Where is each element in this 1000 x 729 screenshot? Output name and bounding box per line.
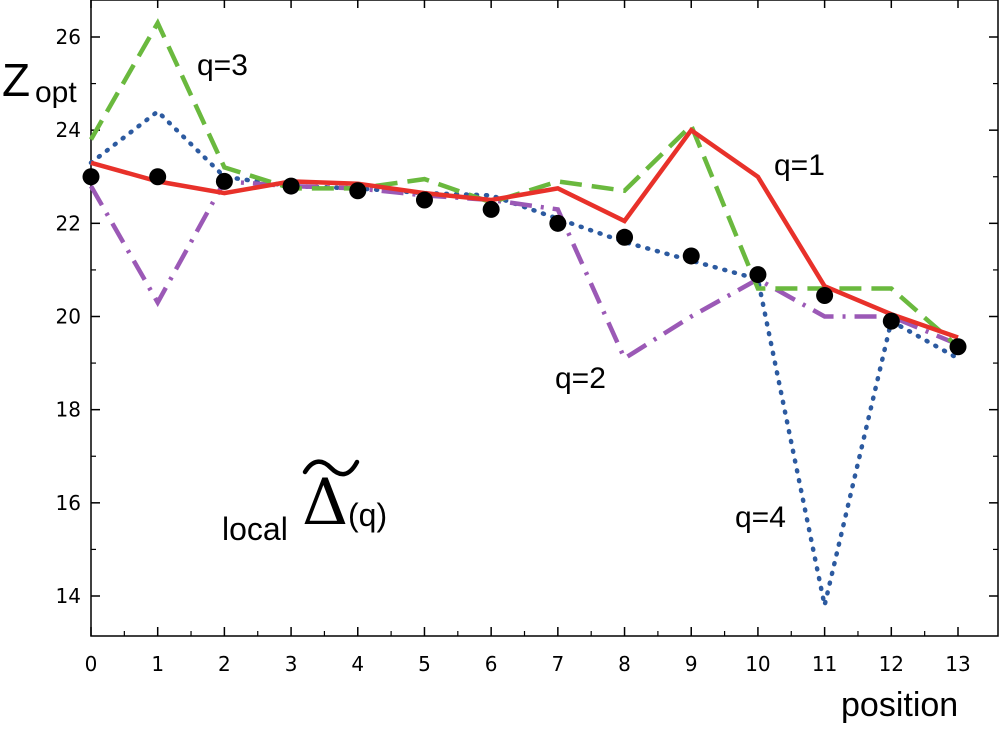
x-tick-label: 7 (551, 652, 564, 676)
data-points (82, 168, 967, 356)
y-axis-ticks: 14 16 18 20 22 24 26 (56, 25, 998, 608)
data-point (415, 191, 433, 209)
x-tick-label: 10 (745, 652, 770, 676)
data-point (149, 168, 167, 186)
x-tick-label: 11 (812, 652, 837, 676)
formula-suffix: (q) (348, 497, 387, 533)
x-tick-label: 0 (85, 652, 98, 676)
x-tick-label: 9 (685, 652, 698, 676)
x-tick-label: 13 (945, 652, 970, 676)
x-tick-label: 12 (879, 652, 904, 676)
series-line-q4 (88, 108, 961, 606)
x-axis-ticks: 0 1 2 3 4 5 6 7 8 9 10 11 12 13 (85, 0, 971, 676)
series-line-q1 (90, 127, 959, 340)
y-tick-label: 20 (56, 305, 81, 329)
formula-tilde (302, 459, 360, 477)
series-line-q3 (89, 18, 960, 349)
series-layer (88, 18, 961, 606)
x-tick-label: 1 (151, 652, 164, 676)
y-tick-label: 14 (56, 584, 81, 608)
data-point (215, 172, 233, 190)
data-point (949, 338, 967, 356)
data-point (682, 247, 700, 265)
y-axis-label-subscript: opt (35, 76, 77, 109)
data-point (816, 287, 834, 305)
x-tick-label: 8 (618, 652, 631, 676)
y-tick-label: 16 (56, 491, 81, 515)
data-point (82, 168, 100, 186)
y-tick-label: 22 (56, 211, 81, 235)
data-point (616, 228, 634, 246)
y-tick-label: 18 (56, 398, 81, 422)
y-axis-label: Z (2, 54, 30, 106)
x-tick-label: 4 (351, 652, 364, 676)
y-tick-label: 24 (56, 118, 81, 142)
data-point (282, 177, 300, 195)
data-point (349, 182, 367, 200)
annotation-q3: q=3 (197, 49, 248, 82)
x-tick-label: 3 (285, 652, 298, 676)
data-point (749, 266, 767, 284)
data-point (882, 312, 900, 330)
data-point (549, 214, 567, 232)
annotation-q2: q=2 (555, 362, 606, 395)
series-line-q2 (89, 179, 959, 362)
data-point (482, 200, 500, 218)
x-axis-label: position (841, 686, 958, 724)
x-tick-label: 5 (418, 652, 431, 676)
x-tick-label: 6 (485, 652, 498, 676)
annotation-q4: q=4 (735, 501, 786, 534)
formula-delta: Δ (302, 466, 348, 540)
formula-prefix: local (222, 511, 288, 547)
y-tick-label: 26 (56, 25, 81, 49)
x-tick-label: 2 (218, 652, 231, 676)
annotation-q1: q=1 (774, 149, 825, 182)
plot-frame (90, 0, 999, 637)
